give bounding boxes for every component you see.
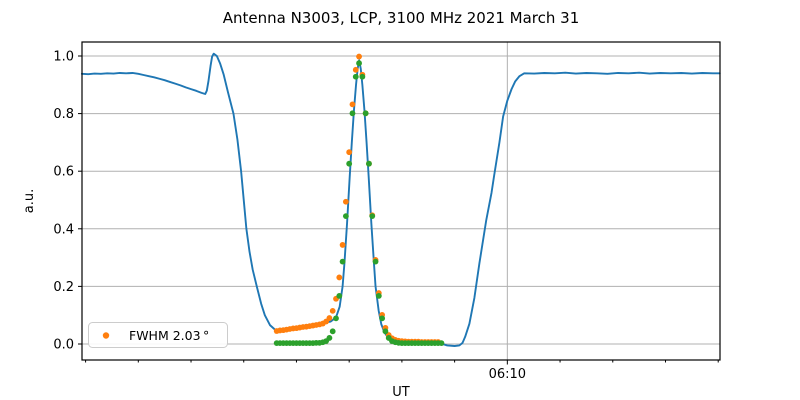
legend: FWHM 2.03 ° <box>88 322 228 348</box>
signal-line <box>80 52 721 347</box>
gridlines <box>82 42 720 360</box>
fit-subtracted-dot <box>362 110 369 117</box>
y-tick-label: 1.0 <box>53 50 74 65</box>
fit-subtracted-dot <box>346 160 353 167</box>
fit-subtracted-dot <box>349 110 356 117</box>
fit-raw-dot <box>336 274 343 281</box>
x-tick-label: 06:10 <box>489 367 526 382</box>
fit-raw-dot <box>326 315 333 321</box>
series-signal-line <box>80 52 721 347</box>
fit-subtracted-dot <box>356 60 362 67</box>
x-axis-label: UT <box>392 385 410 400</box>
chart-title: Antenna N3003, LCP, 3100 MHz 2021 March … <box>223 9 580 27</box>
fit-subtracted-dot <box>352 73 359 80</box>
fit-subtracted-dot <box>326 335 333 341</box>
y-tick-label: 0.0 <box>53 338 74 353</box>
fit-subtracted-dot <box>372 258 379 265</box>
legend-box <box>88 322 228 348</box>
axes-frame <box>81 41 721 361</box>
legend-marker-dot-icon <box>102 332 110 339</box>
fit-subtracted-dot <box>366 160 372 167</box>
fit-raw-dot <box>349 101 356 108</box>
y-tick-label: 0.8 <box>53 107 74 122</box>
fit-raw-dot <box>329 307 336 314</box>
fit-subtracted-dot <box>329 328 336 335</box>
fit-subtracted-dot <box>382 328 389 335</box>
series-fit-subtracted-dots <box>273 60 445 347</box>
fit-subtracted-dot <box>359 73 366 80</box>
fit-subtracted-dot <box>333 315 339 322</box>
fit-subtracted-dot <box>342 213 349 220</box>
fit-raw-dot <box>342 198 349 205</box>
y-tick-label: 0.4 <box>53 222 74 237</box>
axes-spines <box>81 41 721 361</box>
fit-raw-dot <box>352 66 359 73</box>
axis-ticks <box>78 55 719 365</box>
fit-subtracted-dot <box>336 292 343 299</box>
fit-subtracted-dot <box>369 213 376 220</box>
axis-tick-labels: 0.0 0.2 0.4 0.6 0.8 1.0 06:10 <box>53 50 526 382</box>
fit-subtracted-dot <box>375 292 382 299</box>
fit-subtracted-dot <box>339 258 346 265</box>
fit-raw-dot <box>356 53 362 60</box>
y-tick-label: 0.6 <box>53 165 74 180</box>
y-axis-label: a.u. <box>22 189 37 213</box>
legend-label: FWHM 2.03 ° <box>129 328 209 343</box>
fit-subtracted-dot <box>438 340 445 347</box>
y-tick-label: 0.2 <box>53 280 74 295</box>
fit-subtracted-dot <box>379 315 386 322</box>
fit-raw-dot <box>346 149 353 156</box>
series-fit-raw-dots <box>273 53 442 345</box>
fit-raw-dot <box>339 242 346 248</box>
